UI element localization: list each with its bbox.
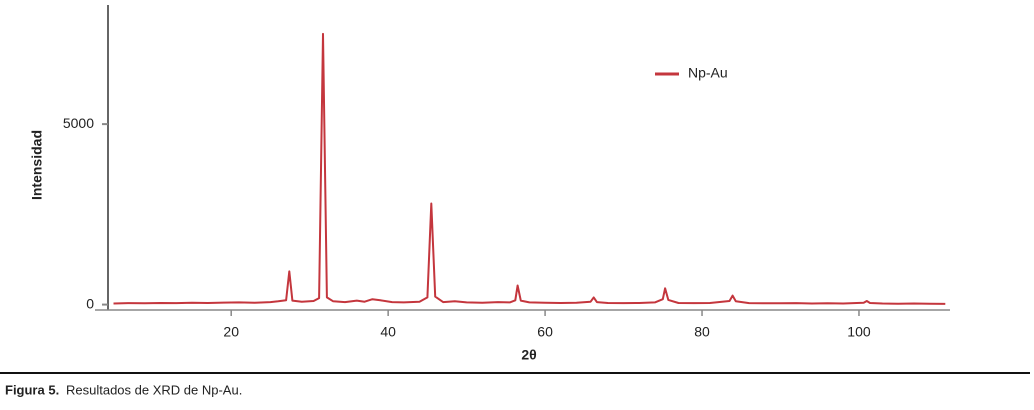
- caption-label: Figura 5.: [5, 382, 59, 397]
- legend-label: Np-Au: [688, 65, 728, 81]
- y-axis-label: Intensidad: [29, 130, 45, 200]
- x-tick-label: 20: [223, 324, 239, 340]
- y-tick-label: 0: [86, 295, 94, 311]
- y-tick-label: 5000: [63, 115, 94, 131]
- x-tick-label: 60: [537, 324, 553, 340]
- x-tick-label: 100: [847, 324, 871, 340]
- x-tick-label: 80: [694, 324, 710, 340]
- x-tick-label: 40: [380, 324, 396, 340]
- series-line: [113, 32, 946, 305]
- caption: Resultados de XRD de Np-Au.: [66, 382, 242, 397]
- x-axis-label: 2θ: [521, 347, 536, 363]
